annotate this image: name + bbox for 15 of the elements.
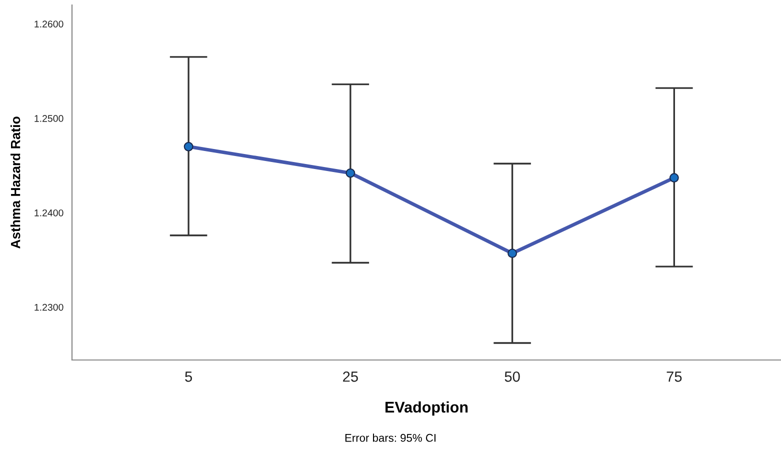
y-axis-title: Asthma Hazard Ratio (10, 116, 20, 249)
y-tick-label: 1.2600 (34, 20, 64, 28)
y-tick-label: 1.2300 (34, 304, 64, 311)
point (346, 168, 356, 178)
x-tick-label: 25 (343, 371, 358, 382)
point (508, 248, 518, 258)
x-tick-label: 50 (504, 371, 520, 382)
point (669, 173, 679, 182)
y-tick-label: 1.2400 (34, 209, 64, 216)
text: Error bars: 95% CI (345, 434, 436, 442)
x-axis-title: EVadoption (386, 401, 468, 416)
point (184, 142, 194, 152)
y-tick-label: 1.2500 (34, 115, 64, 122)
x-tick-label: 75 (666, 372, 682, 382)
x-tick-label: 5 (185, 372, 192, 382)
